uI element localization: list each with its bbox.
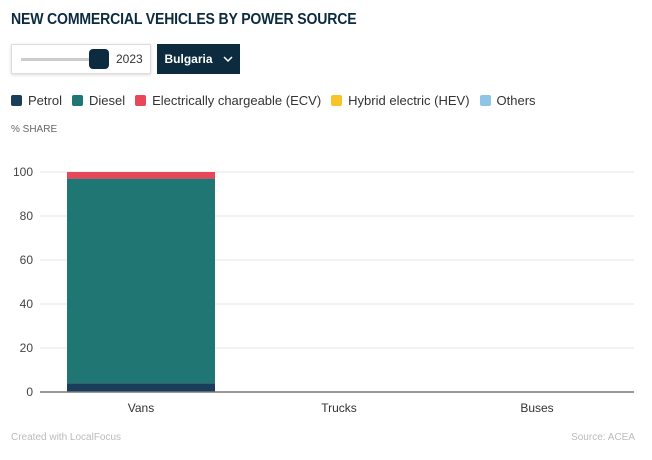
legend-item[interactable]: Hybrid electric (HEV) — [331, 93, 470, 108]
credit: Created with LocalFocus — [11, 432, 122, 443]
x-tick-label: Trucks — [321, 401, 357, 415]
country-value: Bulgaria — [164, 52, 213, 66]
x-tick-label: Buses — [520, 401, 553, 415]
legend-label: Diesel — [88, 93, 126, 108]
y-tick-label: 100 — [13, 165, 33, 179]
legend-item[interactable]: Diesel — [71, 93, 126, 108]
source: Source: ACEA — [571, 432, 635, 443]
y-tick-label: 40 — [20, 297, 34, 311]
slider-thumb[interactable] — [89, 49, 109, 69]
country-dropdown[interactable]: Bulgaria — [157, 44, 240, 74]
chart-title: NEW COMMERCIAL VEHICLES BY POWER SOURCE — [11, 11, 357, 28]
y-axis-label: % SHARE — [11, 124, 58, 135]
bar-segment — [67, 383, 215, 392]
legend-label: Hybrid electric (HEV) — [348, 93, 470, 108]
y-tick-label: 80 — [20, 209, 34, 223]
legend: Petrol Diesel Electrically chargeable (ECV… — [11, 93, 536, 108]
x-tick-label: Vans — [128, 401, 154, 415]
year-value: 2023 — [116, 52, 143, 66]
legend-swatch — [135, 95, 147, 106]
slider-track[interactable] — [21, 58, 101, 61]
bar-segment — [67, 178, 215, 384]
legend-label: Others — [496, 93, 536, 108]
chart: 0 20 40 60 80 100 Vans Trucks Buses — [13, 165, 634, 415]
legend-item[interactable]: Others — [479, 93, 536, 108]
legend-label: Petrol — [28, 93, 62, 108]
legend-swatch — [71, 95, 83, 106]
legend-item[interactable]: Electrically chargeable (ECV) — [135, 93, 321, 108]
legend-swatch — [11, 95, 22, 106]
y-tick-label: 20 — [20, 341, 34, 355]
legend-label: Electrically chargeable (ECV) — [152, 93, 322, 108]
y-tick-label: 0 — [26, 385, 33, 399]
legend-swatch — [479, 95, 491, 106]
year-slider[interactable]: 2023 — [11, 44, 151, 74]
legend-item[interactable]: Petrol — [11, 93, 62, 108]
y-tick-label: 60 — [20, 253, 34, 267]
chevron-down-icon — [222, 55, 233, 62]
bar-segment — [67, 172, 215, 179]
legend-swatch — [331, 95, 343, 106]
